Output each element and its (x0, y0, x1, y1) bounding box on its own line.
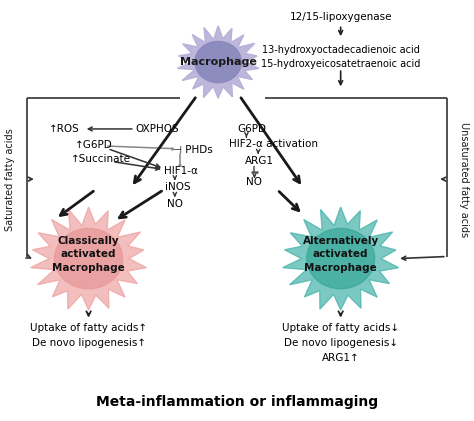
Text: OXPHOS: OXPHOS (136, 124, 179, 134)
Text: ↑ROS: ↑ROS (48, 124, 79, 134)
Text: Unsaturated fatty acids: Unsaturated fatty acids (459, 122, 469, 237)
Text: 12/15-lipoxygenase: 12/15-lipoxygenase (290, 12, 392, 22)
Circle shape (55, 228, 123, 289)
Text: ↑G6PD: ↑G6PD (74, 140, 112, 150)
Polygon shape (177, 26, 259, 98)
Text: ARG1: ARG1 (245, 156, 273, 166)
Circle shape (195, 41, 241, 83)
Text: Uptake of fatty acids↑
De novo lipogenesis↑: Uptake of fatty acids↑ De novo lipogenes… (30, 323, 147, 348)
Text: Macrophage: Macrophage (180, 57, 256, 67)
Text: iNOS: iNOS (165, 182, 191, 192)
Text: Meta-inflammation or inflammaging: Meta-inflammation or inflammaging (96, 395, 378, 409)
Text: NO: NO (246, 178, 263, 187)
Polygon shape (283, 207, 399, 310)
Text: NO: NO (167, 199, 183, 209)
Text: Classically
activated
Macrophage: Classically activated Macrophage (52, 236, 125, 273)
Text: Uptake of fatty acids↓
De novo lipogenesis↓
ARG1↑: Uptake of fatty acids↓ De novo lipogenes… (282, 323, 399, 363)
Text: ⊣ PHDs: ⊣ PHDs (173, 145, 213, 155)
Text: HIF2-α activation: HIF2-α activation (229, 139, 318, 149)
Text: Saturated fatty acids: Saturated fatty acids (5, 128, 15, 231)
Text: G6PD: G6PD (237, 124, 266, 134)
Text: ↑Succinate: ↑Succinate (71, 155, 131, 165)
Text: Alternatively
activated
Macrophage: Alternatively activated Macrophage (302, 236, 379, 273)
Circle shape (307, 228, 375, 289)
Text: 13-hydroxyoctadecadienoic acid
15-hydroxyeicosatetraenoic acid: 13-hydroxyoctadecadienoic acid 15-hydrox… (261, 45, 420, 69)
Polygon shape (31, 207, 146, 310)
Text: HIF1-α: HIF1-α (164, 166, 198, 176)
